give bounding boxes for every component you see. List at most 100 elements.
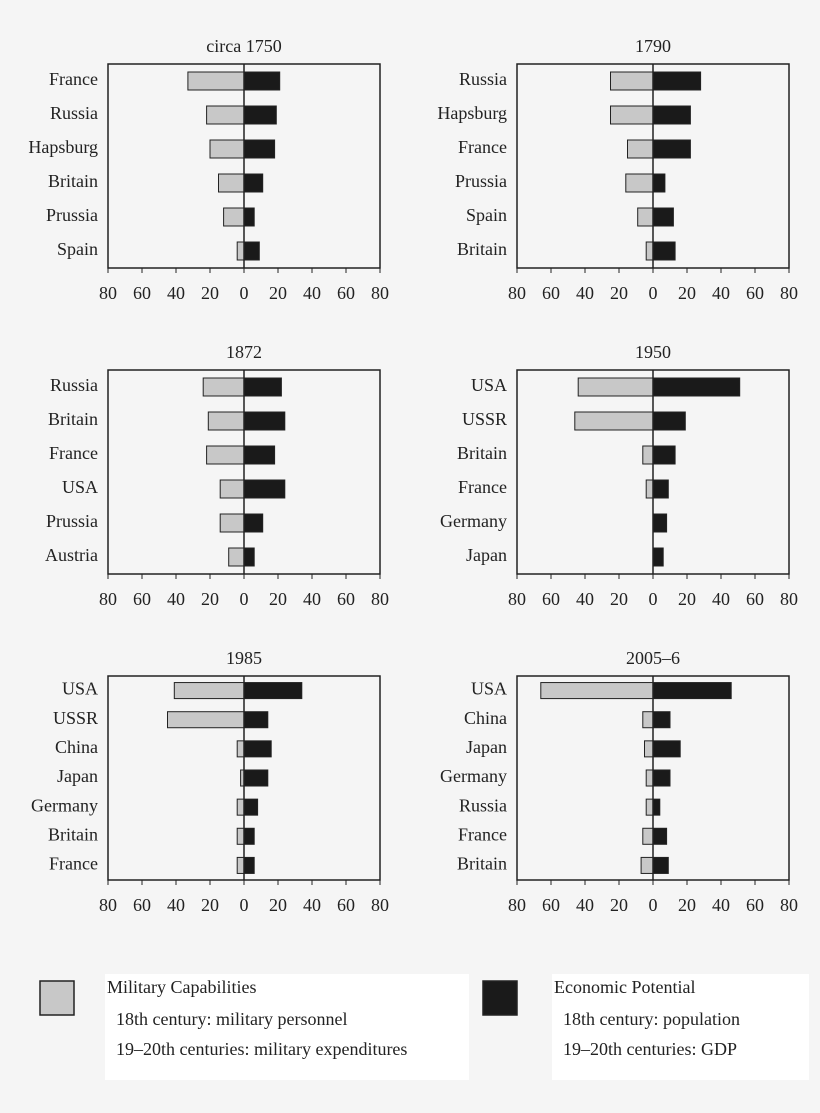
economic-bar <box>243 479 286 499</box>
economic-bar <box>243 740 272 758</box>
x-tick-label: 60 <box>133 283 151 303</box>
economic-bar <box>243 173 264 193</box>
economic-bar <box>243 241 260 261</box>
x-tick-label: 60 <box>337 283 355 303</box>
military-bar <box>574 411 654 431</box>
legend-box <box>105 974 469 1080</box>
x-tick-label: 60 <box>542 895 560 915</box>
military-bar <box>173 682 245 700</box>
panel-title: circa 1750 <box>206 36 281 56</box>
x-tick-label: 0 <box>240 283 249 303</box>
legend-note: 19–20th centuries: military expenditures <box>116 1039 407 1059</box>
category-label: China <box>464 708 507 728</box>
military-bar <box>610 105 654 125</box>
x-tick-label: 80 <box>508 589 526 609</box>
x-tick-label: 40 <box>576 895 594 915</box>
category-label: Austria <box>45 545 98 565</box>
x-tick-label: 60 <box>133 589 151 609</box>
military-bar <box>236 740 245 758</box>
x-tick-label: 80 <box>508 895 526 915</box>
x-tick-label: 80 <box>371 589 389 609</box>
economic-bar <box>652 105 691 125</box>
x-tick-label: 60 <box>746 283 764 303</box>
category-label: Spain <box>466 205 507 225</box>
legend-note: 19–20th centuries: GDP <box>563 1039 737 1059</box>
military-bar <box>642 445 654 465</box>
x-tick-label: 20 <box>201 283 219 303</box>
economic-bar <box>652 547 664 567</box>
economic-bar <box>243 711 269 729</box>
x-tick-label: 60 <box>337 895 355 915</box>
economic-bar <box>652 139 691 159</box>
category-label: Britain <box>457 239 507 259</box>
x-tick-label: 40 <box>303 589 321 609</box>
economic-bar <box>652 207 674 227</box>
x-tick-label: 0 <box>240 895 249 915</box>
military-bar <box>187 71 245 91</box>
economic-bar <box>652 71 702 91</box>
x-tick-label: 80 <box>371 283 389 303</box>
military-bar <box>236 856 245 874</box>
military-bar <box>627 139 654 159</box>
category-label: Prussia <box>455 171 507 191</box>
military-bar <box>540 682 654 700</box>
x-tick-label: 40 <box>712 895 730 915</box>
x-tick-label: 40 <box>167 589 185 609</box>
economic-bar <box>652 241 676 261</box>
economic-bar <box>243 827 255 845</box>
category-label: Japan <box>466 737 507 757</box>
x-tick-label: 0 <box>649 895 658 915</box>
category-label: Britain <box>457 854 507 874</box>
economic-bar <box>652 769 671 787</box>
x-tick-label: 60 <box>133 895 151 915</box>
military-bar <box>206 445 245 465</box>
legend-note: 18th century: military personnel <box>116 1009 347 1029</box>
military-bar <box>219 479 245 499</box>
x-tick-label: 40 <box>576 589 594 609</box>
legend-title: Military Capabilities <box>107 977 256 997</box>
category-label: Russia <box>50 103 98 123</box>
military-bar <box>644 740 654 758</box>
category-label: Britain <box>48 409 98 429</box>
economic-bar <box>243 139 276 159</box>
category-label: Germany <box>440 766 507 786</box>
x-tick-label: 20 <box>269 895 287 915</box>
category-label: Japan <box>466 545 507 565</box>
x-tick-label: 0 <box>649 589 658 609</box>
economic-bar <box>652 682 732 700</box>
military-bar <box>236 241 245 261</box>
economic-bar <box>243 105 277 125</box>
category-label: USSR <box>53 708 98 728</box>
panel-title: 1985 <box>226 648 262 668</box>
military-bar <box>610 71 654 91</box>
x-tick-label: 40 <box>167 895 185 915</box>
economic-bar <box>243 798 259 816</box>
x-tick-label: 20 <box>678 283 696 303</box>
x-tick-label: 0 <box>649 283 658 303</box>
military-bar <box>219 513 245 533</box>
category-label: France <box>49 854 98 874</box>
x-tick-label: 20 <box>678 895 696 915</box>
legend-swatch <box>39 980 75 1016</box>
x-tick-label: 20 <box>610 589 628 609</box>
x-tick-label: 40 <box>712 283 730 303</box>
military-bar <box>642 711 654 729</box>
military-bar <box>206 105 245 125</box>
legend-box <box>552 974 809 1080</box>
category-label: France <box>458 477 507 497</box>
category-label: USA <box>471 679 507 699</box>
economic-bar <box>243 207 255 227</box>
economic-bar <box>652 479 669 499</box>
category-label: France <box>458 824 507 844</box>
x-tick-label: 80 <box>780 589 798 609</box>
category-label: Hapsburg <box>437 103 507 123</box>
panel-title: 1872 <box>226 342 262 362</box>
x-tick-label: 80 <box>371 895 389 915</box>
x-tick-label: 20 <box>610 283 628 303</box>
military-bar <box>645 241 654 261</box>
category-label: USA <box>62 679 98 699</box>
x-tick-label: 40 <box>303 895 321 915</box>
panel-title: 2005–6 <box>626 648 680 668</box>
category-label: Germany <box>31 795 98 815</box>
